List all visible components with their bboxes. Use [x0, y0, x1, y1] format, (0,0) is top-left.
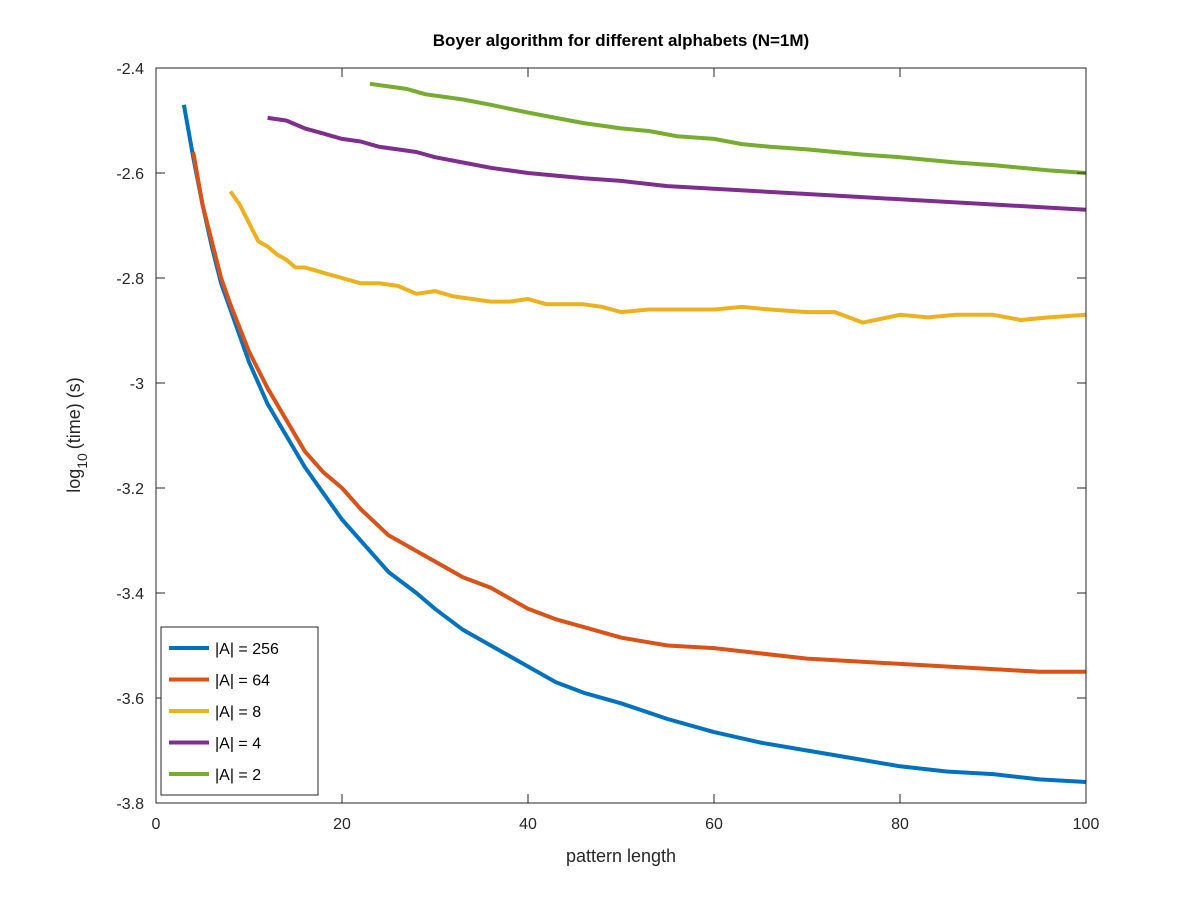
x-tick-label: 80 [891, 816, 909, 833]
legend-entry-label: |A| = 64 [215, 673, 270, 690]
legend-entry-label: |A| = 2 [215, 767, 261, 784]
series-line-4 [369, 81, 1087, 175]
y-tick-label: -3.4 [116, 586, 144, 603]
series-line-0 [181, 104, 1087, 784]
y-tick-label: -3.6 [116, 691, 144, 708]
x-tick-label: 0 [152, 816, 161, 833]
y-tick-label: -3.8 [116, 796, 144, 813]
y-axis-label-subscript: 10 [74, 453, 90, 469]
legend-entry-label: |A| = 256 [215, 641, 279, 658]
y-axis-label: log10 (time) (s) [64, 377, 90, 493]
series-line-2 [228, 190, 1087, 325]
series-line-3 [267, 115, 1087, 212]
legend: |A| = 256 |A| = 64 |A| = 8 |A| = 4 |A| = 2 [160, 626, 319, 796]
y-axis-label-base: log [64, 469, 84, 493]
y-tick-label: -3 [130, 376, 144, 393]
y-tick-label: -2.8 [116, 271, 144, 288]
axis-ticks: 0 20 40 60 80 100 -3.8 -3.6 -3.4 -3.2 -3 -2.8 -2.6 -2… [116, 61, 1099, 833]
y-tick-label: -3.2 [116, 481, 144, 498]
series-lines [181, 81, 1087, 784]
chart-title: Boyer algorithm for different alphabets … [433, 31, 809, 50]
legend-entry-label: |A| = 4 [215, 736, 261, 753]
series-line-1 [191, 151, 1086, 674]
x-tick-label: 40 [519, 816, 537, 833]
y-tick-label: -2.6 [116, 166, 144, 183]
x-tick-label: 100 [1073, 816, 1100, 833]
y-axis-label-rest: (time) (s) [64, 377, 84, 449]
x-tick-label: 20 [333, 816, 351, 833]
x-tick-label: 60 [705, 816, 723, 833]
y-tick-label: -2.4 [116, 61, 144, 78]
legend-entry-label: |A| = 8 [215, 704, 261, 721]
axes-box [155, 67, 1087, 804]
x-axis-label: pattern length [566, 846, 676, 866]
